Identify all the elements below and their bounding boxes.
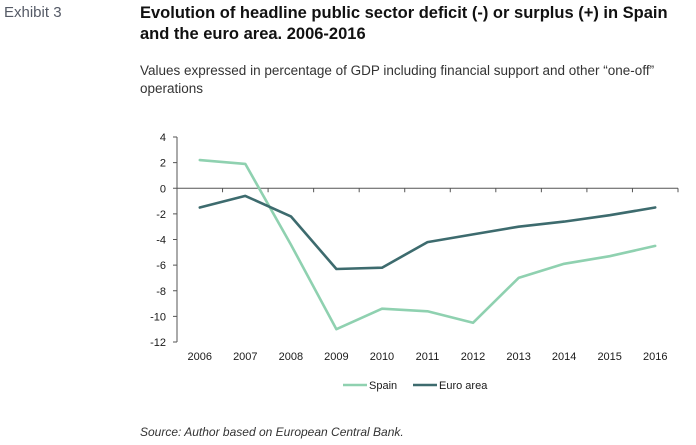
x-tick-label: 2014 [552,351,576,363]
x-tick-label: 2008 [279,351,303,363]
y-tick-label: -12 [150,337,166,349]
y-tick-label: 4 [160,132,166,144]
x-tick-label: 2006 [188,351,212,363]
series-line-euro-area [198,194,657,271]
legend-label-euro-area: Euro area [439,380,488,392]
series-line-spain [198,158,657,331]
x-tick-label: 2013 [506,351,530,363]
y-tick-label: 0 [160,183,166,195]
y-tick-label: -2 [156,209,166,221]
x-axis: 2006 2007 2008 2009 2010 2011 2012 2013 2014 2015… [176,187,679,363]
y-tick-label: -6 [156,260,166,272]
x-tick-label: 2010 [370,351,394,363]
y-tick-label: -10 [150,311,166,323]
series-layer [198,158,657,331]
source-note: Source: Author based on European Central… [140,425,404,439]
x-tick-label: 2015 [597,351,621,363]
x-tick-label: 2011 [416,351,440,363]
y-tick-label: -8 [156,286,166,298]
legend: Spain Euro area [343,380,488,392]
y-tick-label: -4 [156,235,166,247]
y-axis: 4 2 0 -2 -4 -6 -8 -10 -12 [150,132,178,349]
exhibit-label: Exhibit 3 [4,4,62,21]
chart-subtitle: Values expressed in percentage of GDP in… [140,63,655,96]
x-tick-label: 2007 [233,351,257,363]
chart-title: Evolution of headline public sector defi… [140,4,668,43]
y-tick-label: 2 [160,158,166,170]
x-tick-label: 2012 [461,351,485,363]
legend-label-spain: Spain [369,380,397,392]
x-tick-label: 2009 [324,351,348,363]
x-tick-label: 2016 [643,351,667,363]
